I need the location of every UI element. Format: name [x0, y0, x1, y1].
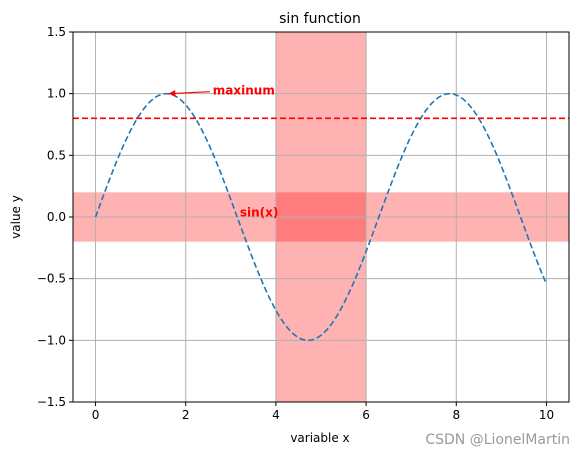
annotation-arrow-head [168, 90, 176, 97]
annotations: maxinum sin(x) [168, 84, 278, 220]
x-tick-label: 0 [92, 408, 100, 422]
x-tick-label: 6 [362, 408, 370, 422]
y-tick-label: −0.5 [37, 272, 66, 286]
y-ticks: −1.5 −1.0 −0.5 0.0 0.5 1.0 1.5 [37, 25, 73, 409]
x-tick-label: 10 [539, 408, 554, 422]
y-tick-label: −1.5 [37, 395, 66, 409]
y-tick-label: −1.0 [37, 333, 66, 347]
x-tick-label: 4 [272, 408, 280, 422]
annotation-label: maxinum [213, 84, 275, 98]
x-tick-label: 2 [182, 408, 190, 422]
data-series [94, 92, 548, 342]
watermark: CSDN @LionelMartin [425, 432, 570, 448]
y-tick-label: 1.0 [47, 87, 66, 101]
y-tick-label: 1.5 [47, 25, 66, 39]
chart-title: sin function [279, 11, 361, 27]
x-tick-label: 8 [452, 408, 460, 422]
x-axis-label: variable x [290, 431, 349, 445]
y-axis-label: value y [9, 195, 23, 239]
annotation-label: sin(x) [240, 206, 279, 220]
y-tick-label: 0.0 [47, 210, 66, 224]
series-line [94, 92, 548, 342]
y-tick-label: 0.5 [47, 148, 66, 162]
x-ticks: 0 2 4 6 8 10 [92, 402, 554, 422]
